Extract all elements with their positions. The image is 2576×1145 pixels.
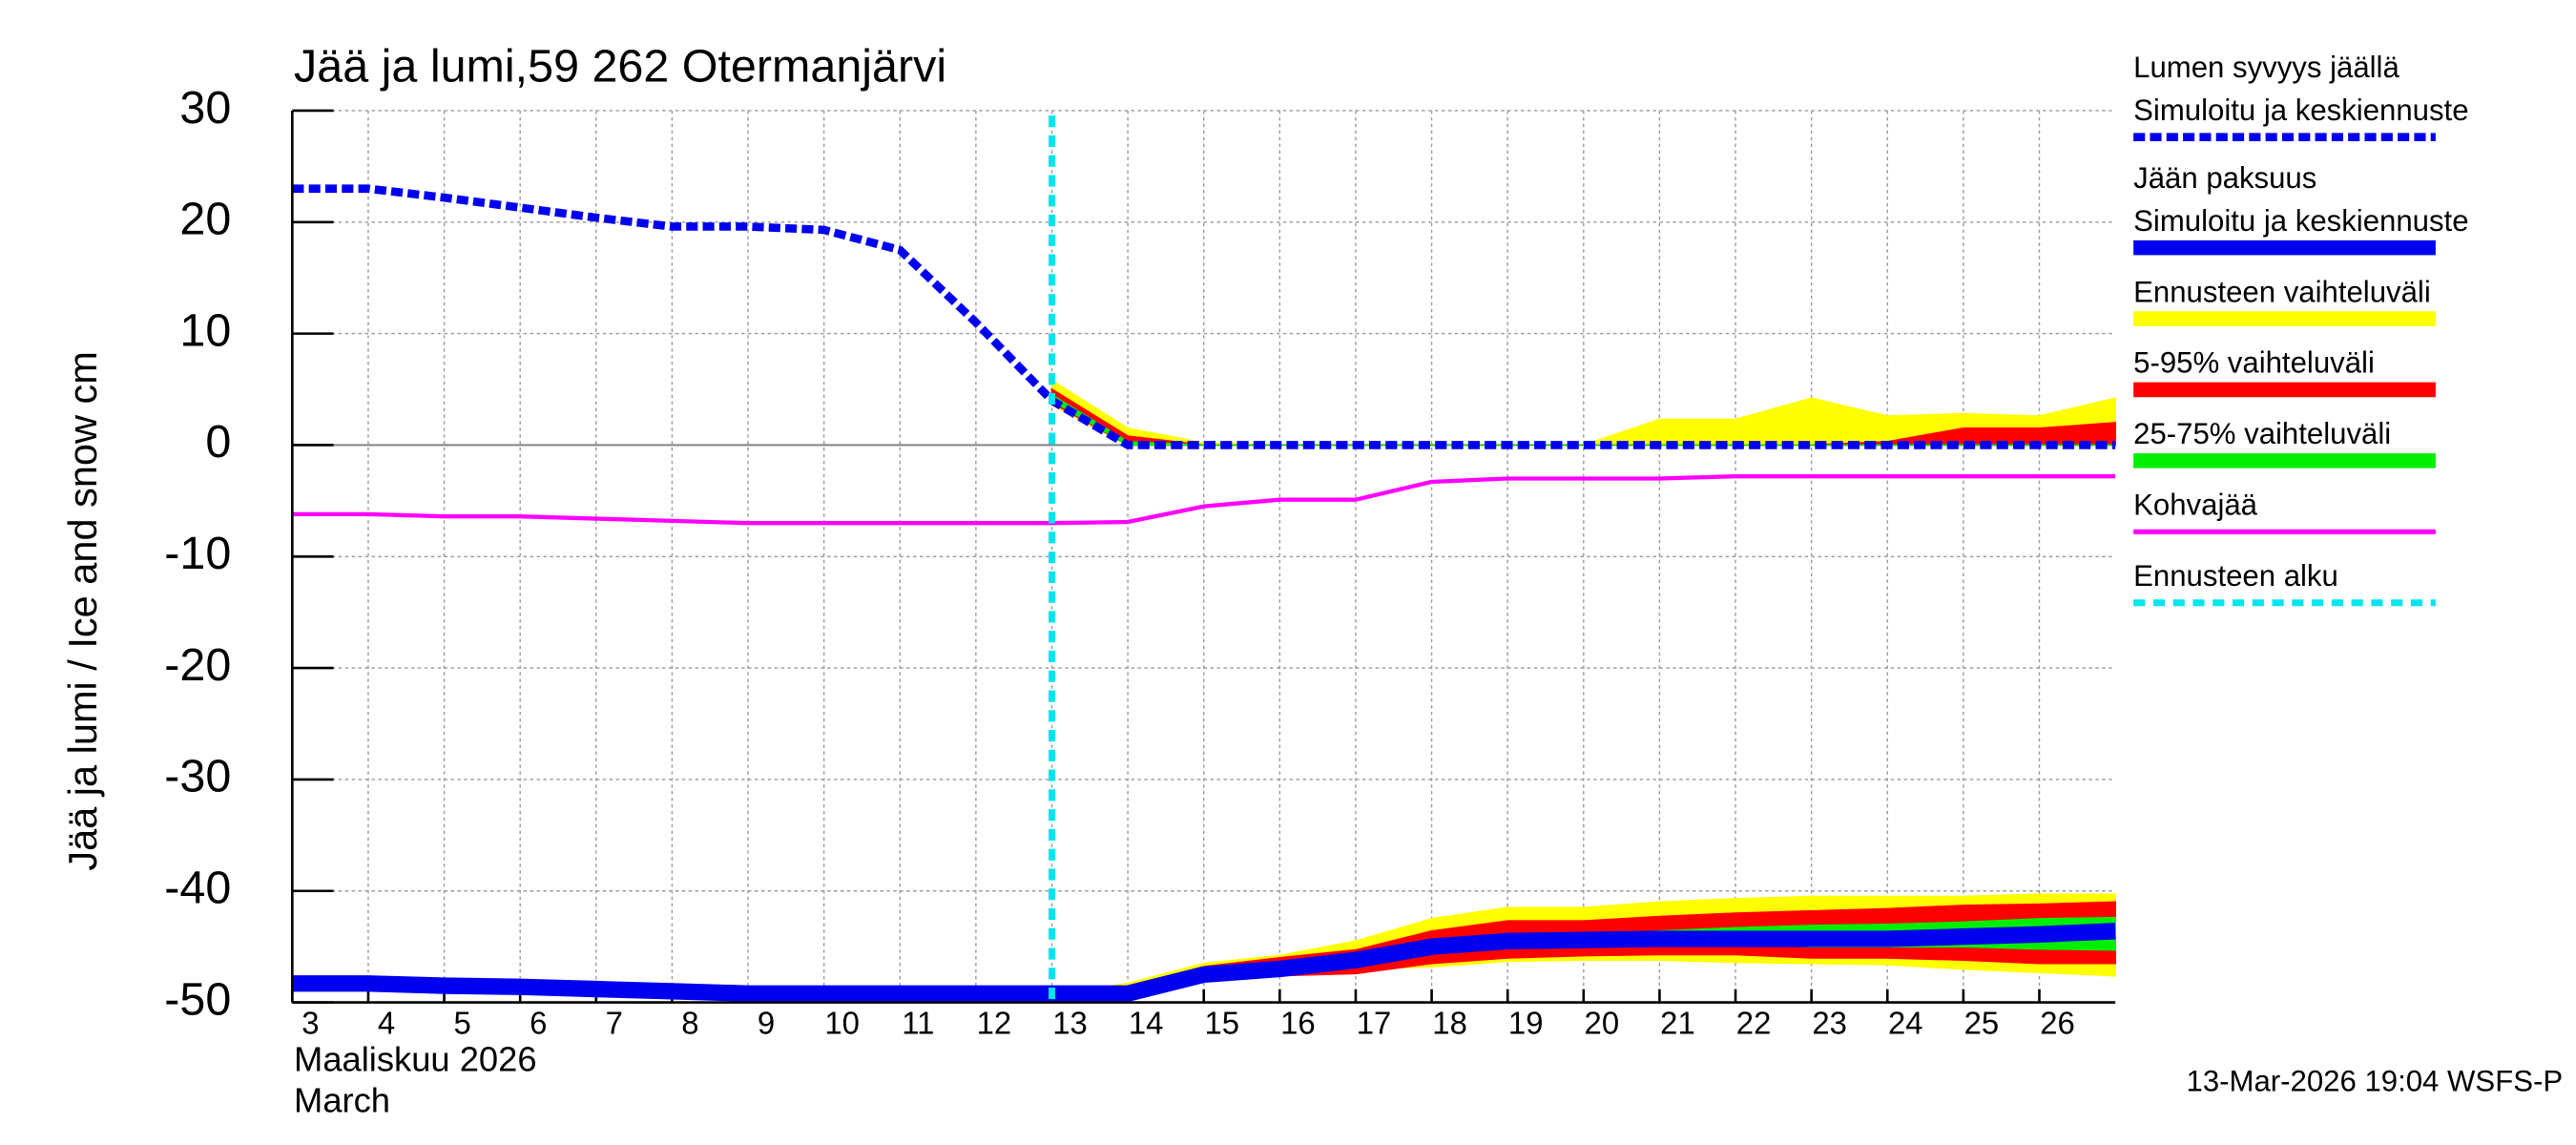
y-tick-label: -40 (164, 863, 231, 914)
y-tick-label: 0 (205, 416, 231, 468)
x-tick-label: 11 (902, 1005, 934, 1040)
series-line (292, 923, 2116, 1002)
x-tick-label: 3 (301, 1005, 319, 1040)
x-tick-label: 21 (1660, 1005, 1695, 1040)
x-tick-label: 7 (606, 1005, 623, 1040)
x-tick-label: 24 (1888, 1005, 1923, 1040)
series-line (292, 184, 2116, 449)
legend-label: Simuloitu ja keskiennuste (2133, 94, 2468, 127)
legend-label: Simuloitu ja keskiennuste (2133, 204, 2468, 238)
legend-label: Lumen syvyys jäällä (2133, 51, 2399, 84)
y-tick-label: -50 (164, 973, 231, 1025)
y-tick-label: -30 (164, 751, 231, 802)
x-tick-label: 6 (530, 1005, 547, 1040)
x-tick-label: 8 (681, 1005, 698, 1040)
y-tick-label: -10 (164, 528, 231, 579)
legend-label: Ennusteen vaihteluväli (2133, 275, 2431, 308)
x-tick-label: 22 (1736, 1005, 1772, 1040)
x-tick-label: 19 (1508, 1005, 1544, 1040)
legend-label: Ennusteen alku (2133, 559, 2338, 593)
legend-label: 25-75% vaihteluväli (2133, 417, 2391, 450)
x-tick-label: 20 (1585, 1005, 1620, 1040)
x-tick-label: 4 (378, 1005, 395, 1040)
x-tick-label: 16 (1280, 1005, 1316, 1040)
x-tick-label: 12 (977, 1005, 1012, 1040)
y-tick-label: -20 (164, 639, 231, 691)
y-axis-label: Jää ja lumi / Ice and snow cm (60, 351, 105, 871)
y-tick-label: 10 (179, 304, 231, 356)
chart-title: Jää ja lumi,59 262 Otermanjärvi (294, 40, 946, 92)
x-axis-label: Maaliskuu 2026 (294, 1039, 536, 1078)
x-tick-label: 13 (1052, 1005, 1088, 1040)
x-tick-label: 10 (824, 1005, 860, 1040)
x-tick-label: 17 (1357, 1005, 1392, 1040)
x-tick-label: 5 (453, 1005, 470, 1040)
x-tick-label: 25 (1964, 1005, 2000, 1040)
footer: 13-Mar-2026 19:04 WSFS-P (2187, 1065, 2564, 1098)
y-tick-label: 20 (179, 194, 231, 245)
x-axis-label-en: March (294, 1081, 390, 1120)
y-tick-label: 30 (179, 82, 231, 134)
legend-label: Kohvajää (2133, 489, 2258, 522)
x-tick-label: 26 (2040, 1005, 2075, 1040)
x-tick-label: 18 (1432, 1005, 1467, 1040)
legend-label: 5-95% vaihteluväli (2133, 346, 2375, 380)
series-line (292, 473, 2116, 526)
x-tick-label: 9 (758, 1005, 775, 1040)
legend-label: Jään paksuus (2133, 161, 2316, 195)
x-tick-label: 15 (1204, 1005, 1239, 1040)
x-tick-label: 14 (1129, 1005, 1164, 1040)
x-tick-label: 23 (1812, 1005, 1847, 1040)
